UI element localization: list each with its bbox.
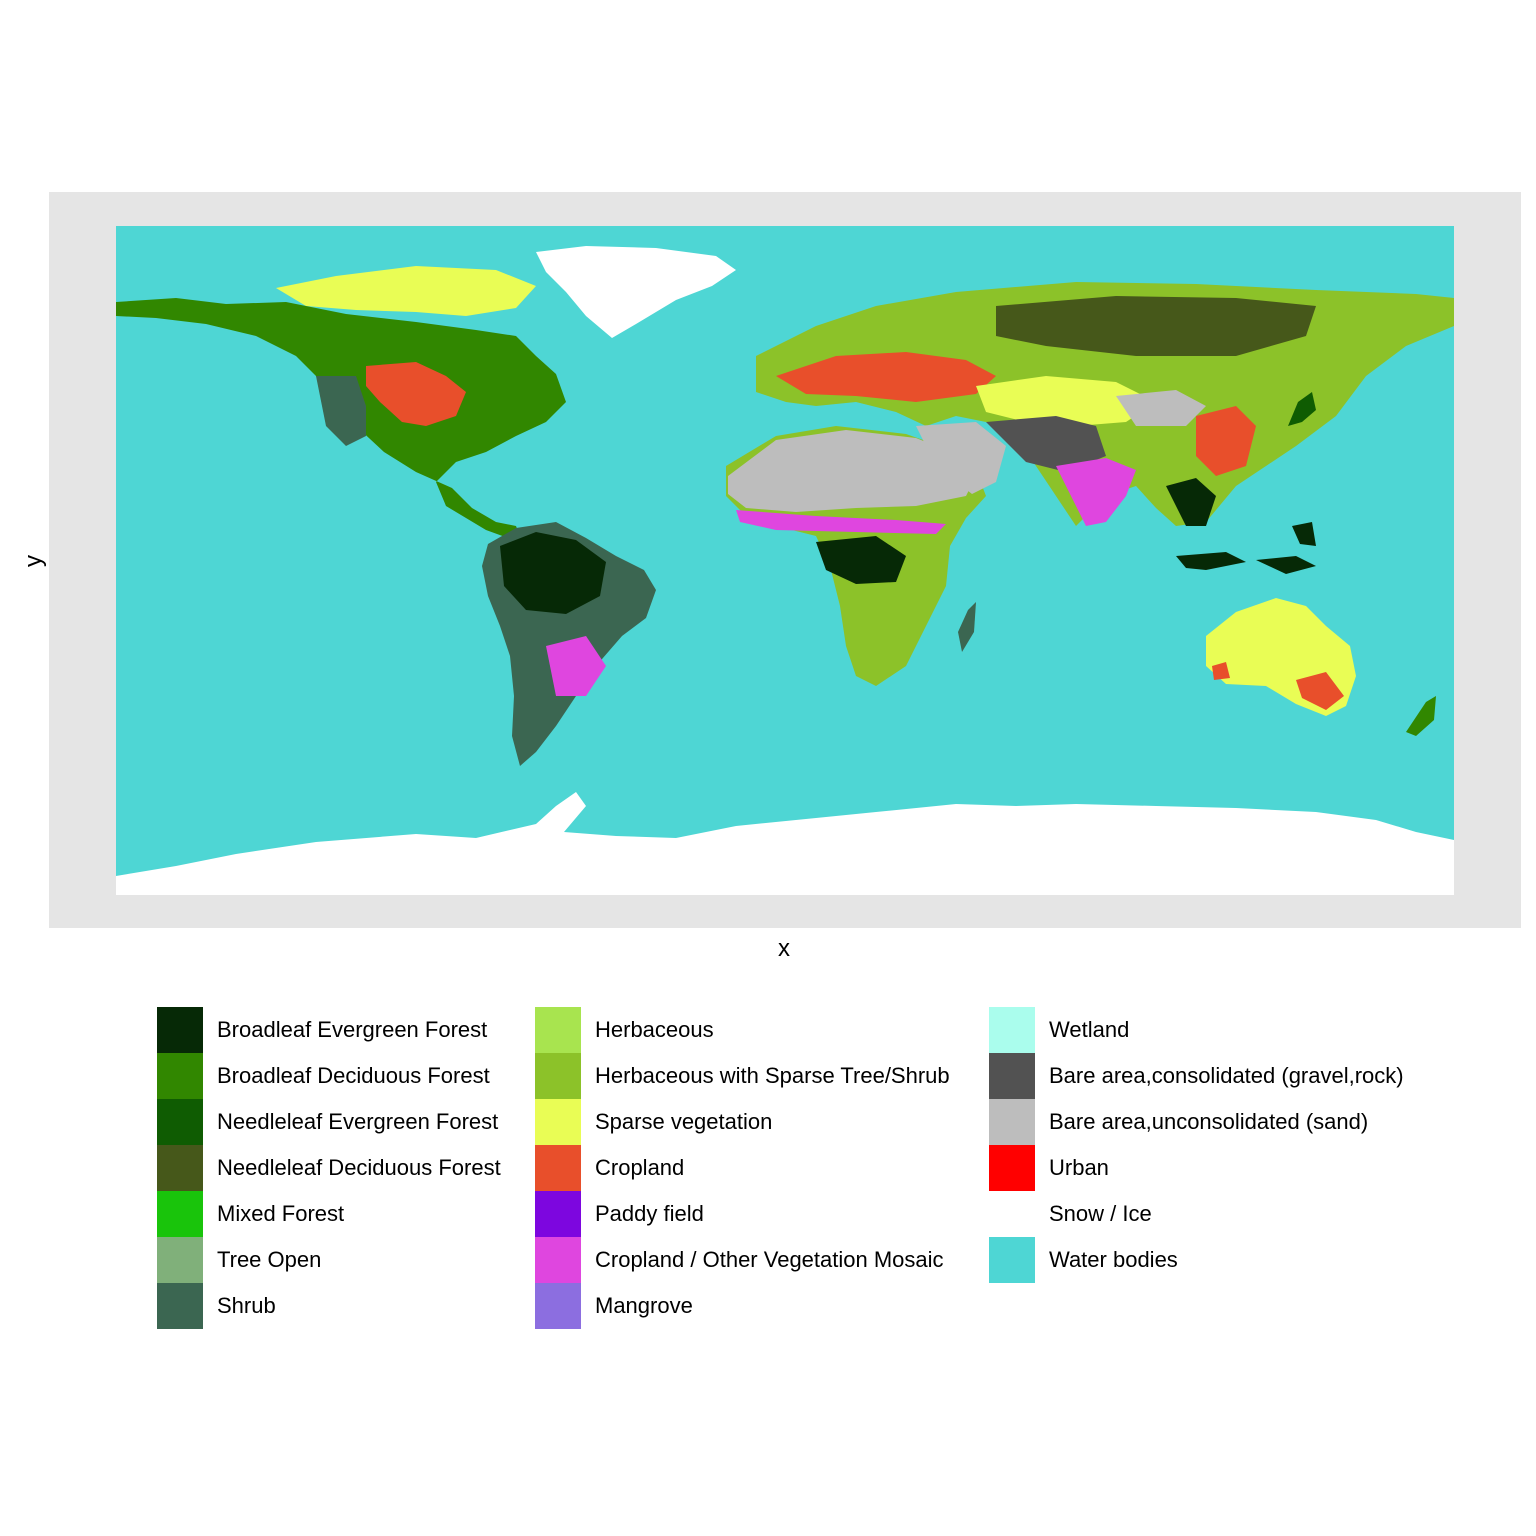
legend-swatch bbox=[535, 1099, 581, 1145]
legend-item: Bare area,consolidated (gravel,rock) bbox=[989, 1053, 1404, 1099]
legend-swatch bbox=[535, 1191, 581, 1237]
legend-swatch bbox=[535, 1007, 581, 1053]
legend-swatch bbox=[535, 1053, 581, 1099]
legend-swatch bbox=[157, 1099, 203, 1145]
legend-item: Water bodies bbox=[989, 1237, 1178, 1283]
north-america-shrub bbox=[316, 376, 366, 446]
arctic-islands bbox=[276, 266, 536, 316]
legend-label: Tree Open bbox=[217, 1247, 322, 1272]
legend-item: Mangrove bbox=[535, 1283, 693, 1329]
legend-item: Mixed Forest bbox=[157, 1191, 344, 1237]
y-axis-label: y bbox=[20, 555, 47, 567]
legend-item: Tree Open bbox=[157, 1237, 321, 1283]
legend-item: Needleleaf Deciduous Forest bbox=[157, 1145, 501, 1191]
amazon-forest bbox=[500, 532, 606, 614]
legend-label: Broadleaf Evergreen Forest bbox=[217, 1017, 488, 1042]
north-america-cropland bbox=[366, 362, 466, 426]
legend-label: Cropland bbox=[595, 1155, 685, 1180]
legend-label: Urban bbox=[1049, 1155, 1109, 1180]
legend-label: Bare area,consolidated (gravel,rock) bbox=[1049, 1063, 1404, 1088]
southeast-asia-forest bbox=[1166, 478, 1216, 526]
congo-forest bbox=[816, 536, 906, 584]
legend-item: Wetland bbox=[989, 1007, 1129, 1053]
legend-label: Herbaceous bbox=[595, 1017, 714, 1042]
legend-swatch bbox=[989, 1007, 1035, 1053]
legend-label: Shrub bbox=[217, 1293, 276, 1318]
legend-item: Broadleaf Evergreen Forest bbox=[157, 1007, 487, 1053]
sahel-mosaic bbox=[736, 510, 946, 534]
sahara-sand bbox=[728, 430, 976, 512]
legend-swatch bbox=[157, 1237, 203, 1283]
legend-item: Urban bbox=[989, 1145, 1109, 1191]
new-zealand bbox=[1406, 696, 1436, 736]
legend-label: Broadleaf Deciduous Forest bbox=[217, 1063, 490, 1088]
legend-swatch bbox=[157, 1283, 203, 1329]
legend-label: Water bodies bbox=[1049, 1247, 1178, 1272]
antarctica-snow bbox=[116, 792, 1454, 895]
legend-item: Broadleaf Deciduous Forest bbox=[157, 1053, 490, 1099]
legend-label: Needleleaf Evergreen Forest bbox=[217, 1109, 499, 1134]
legend-item: Cropland / Other Vegetation Mosaic bbox=[535, 1237, 944, 1283]
north-america bbox=[116, 298, 566, 552]
legend-label: Sparse vegetation bbox=[595, 1109, 773, 1134]
legend-item: Cropland bbox=[535, 1145, 684, 1191]
x-axis-label: x bbox=[778, 935, 790, 962]
legend-swatch bbox=[989, 1099, 1035, 1145]
legend-label: Needleleaf Deciduous Forest bbox=[217, 1155, 501, 1180]
legend-item: Shrub bbox=[157, 1283, 276, 1329]
legend-label: Snow / Ice bbox=[1049, 1201, 1152, 1226]
east-asia-cropland bbox=[1196, 406, 1256, 476]
arabia-sand bbox=[916, 422, 1006, 494]
legend-swatch bbox=[989, 1237, 1035, 1283]
legend-item: Sparse vegetation bbox=[535, 1099, 772, 1145]
legend-swatch bbox=[157, 1007, 203, 1053]
india-mosaic bbox=[1056, 458, 1136, 526]
central-asia-sparse bbox=[976, 376, 1156, 426]
legend-swatch bbox=[157, 1053, 203, 1099]
australia-cropland bbox=[1212, 662, 1344, 710]
legend-item: Snow / Ice bbox=[989, 1191, 1152, 1237]
japan bbox=[1288, 392, 1316, 426]
legend-label: Paddy field bbox=[595, 1201, 704, 1226]
south-america-mosaic bbox=[546, 636, 606, 696]
legend-swatch bbox=[989, 1191, 1035, 1237]
legend-item: Paddy field bbox=[535, 1191, 704, 1237]
legend-swatch bbox=[989, 1145, 1035, 1191]
legend-swatch bbox=[157, 1145, 203, 1191]
land-cover-map bbox=[116, 226, 1454, 895]
indonesia-forest bbox=[1176, 522, 1316, 574]
europe-cropland bbox=[776, 352, 996, 402]
legend-item: Bare area,unconsolidated (sand) bbox=[989, 1099, 1368, 1145]
legend-label: Wetland bbox=[1049, 1017, 1130, 1042]
legend-item: Herbaceous with Sparse Tree/Shrub bbox=[535, 1053, 950, 1099]
legend-swatch bbox=[989, 1053, 1035, 1099]
legend-item: Needleleaf Evergreen Forest bbox=[157, 1099, 498, 1145]
greenland-snow bbox=[536, 246, 736, 338]
legend-label: Mangrove bbox=[595, 1293, 693, 1318]
legend-label: Bare area,unconsolidated (sand) bbox=[1049, 1109, 1369, 1134]
asia-bare-sand bbox=[1116, 390, 1206, 426]
asia-bare-rock bbox=[986, 416, 1106, 472]
legend-item: Herbaceous bbox=[535, 1007, 714, 1053]
legend-label: Herbaceous with Sparse Tree/Shrub bbox=[595, 1063, 950, 1088]
legend-swatch bbox=[157, 1191, 203, 1237]
legend-swatch bbox=[535, 1283, 581, 1329]
legend-label: Cropland / Other Vegetation Mosaic bbox=[595, 1247, 944, 1272]
legend-swatch bbox=[535, 1145, 581, 1191]
siberia-needleleaf bbox=[996, 296, 1316, 356]
madagascar bbox=[958, 602, 976, 652]
legend-label: Mixed Forest bbox=[217, 1201, 345, 1226]
legend-swatch bbox=[535, 1237, 581, 1283]
